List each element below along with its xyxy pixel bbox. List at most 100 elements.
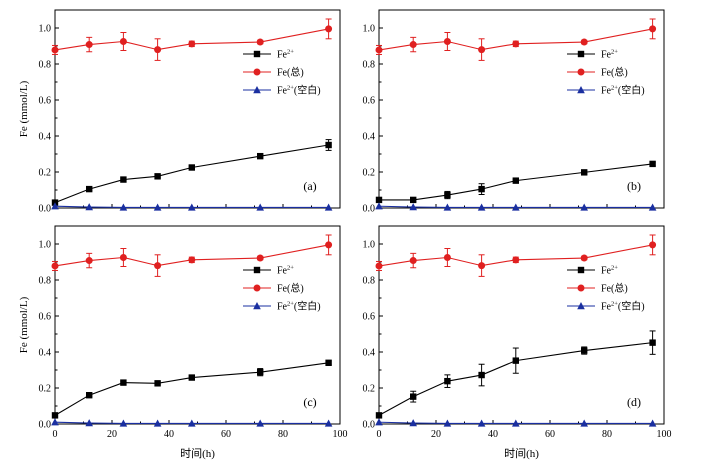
panel-b-data-point-triangle [443,203,452,211]
panel-b-data-point-circle [443,38,451,45]
panel-d-data-point-circle [443,254,451,261]
panel-b-legend-label-0: Fe2+ [601,49,618,61]
panel-c-xtick-label: 80 [278,429,288,440]
panel-a-data-point-square [86,185,93,193]
panel-d-x-axis-title: 时间(h) [504,447,539,460]
panel-b-data-point-circle [409,41,417,49]
panel-a-legend-marker [253,68,261,76]
panel-a-data-point-circle [51,46,59,54]
panel-d-data-point-square [512,357,519,364]
panel-d-xtick-label: 60 [545,429,555,440]
panel-a-data-point-circle [85,41,93,49]
panel-d-xtick-label: 80 [602,429,612,440]
panel-c-panel-label: (c) [303,395,316,409]
panel-a-data-point-circle [256,38,264,46]
panel-c-legend-marker [253,302,261,310]
panel-a-data-point-triangle [51,202,59,210]
panel-b-data-point-triangle [409,203,417,211]
panel-d-xtick-label: 40 [488,429,498,440]
panel-c-data-point-square [154,380,161,387]
panel-d-legend-marker [577,302,585,310]
panel-b-data-point-circle [478,46,486,54]
panel-b-data-point-square [649,160,656,168]
panel-c-data-point-square [51,412,59,419]
panel-d-ytick-label: 0.4 [363,348,376,359]
panel-d-legend-label-0: Fe2+ [601,265,618,277]
panel-a-ytick-label: 1.0 [39,24,52,35]
panel-a-legend-marker [253,50,261,58]
panel-b-data-point-square [512,177,519,184]
panel-b-legend-label-2: Fe2+(空白) [601,84,645,97]
panel-d-data-point-triangle [477,419,486,427]
panel-c-data-point-triangle [324,419,333,427]
panel-d-ytick-label: 0.0 [363,420,376,431]
panel-a-data-point-circle [188,40,196,48]
panel-a-panel-label: (a) [303,179,316,193]
panel-b-data-point-square [375,196,383,204]
panel-b-legend-marker [577,68,585,76]
panel-d-data-point-triangle [512,419,520,427]
panel-b-ytick-label: 0.6 [363,96,376,107]
panel-a-data-point-circle [119,38,127,45]
panel-b-data-point-triangle [580,203,588,211]
panel-a-legend-label-0: Fe2+ [277,49,294,61]
panel-d-data-point-triangle [409,419,417,427]
panel-c-xtick-label: 0 [53,429,58,440]
panel-d-ytick-label: 0.2 [363,384,376,395]
panel-c-legend-marker [253,284,261,292]
panel-c-legend-label-0: Fe2+ [277,265,294,277]
panel-b-data-point-circle [580,38,588,46]
panel-b-data-point-square [581,169,588,176]
panel-b-data-point-square [478,185,485,193]
panel-d-data-point-square [478,371,485,379]
panel-d-data-point-triangle [443,419,452,427]
panel-b-ytick-label: 0.0 [363,204,376,215]
panel-c-data-point-triangle [153,419,162,427]
panel-d-ytick-label: 1.0 [363,240,376,251]
panel-d-data-point-circle [478,262,486,270]
panel-c-data-point-circle [154,262,162,270]
panel-a-data-point-triangle [188,203,196,211]
panel-d-data-point-circle [409,257,417,265]
panel-d-data-point-triangle [648,419,657,427]
panel-c-data-point-square [257,368,264,376]
panel-c-data-point-circle [51,262,59,270]
panel-a-y-axis-title: Fe (mmol/L) [18,80,30,137]
panel-d-data-point-triangle [375,418,383,426]
panel-b-data-point-circle [649,25,657,33]
panel-b-legend-label-1: Fe(总) [601,66,628,79]
panel-c-data-point-triangle [256,419,264,427]
panel-a-series-line-0 [54,144,329,204]
panel-c-data-point-circle [256,254,264,262]
panel-c-data-point-triangle [188,419,196,427]
panel-a-data-point-square [257,152,264,160]
panel-d-panel-label: (d) [627,395,641,409]
panel-c-data-point-circle [119,254,127,261]
panel-d-data-point-square [375,412,383,419]
panel-c-legend-marker [253,266,261,274]
panel-d-ytick-label: 0.8 [363,276,376,287]
panel-c-data-point-circle [188,256,196,264]
panel-a-data-point-triangle [85,203,93,211]
panel-c-data-point-triangle [51,418,59,426]
panel-b-ytick-label: 1.0 [363,24,376,35]
panel-a-data-point-square [120,176,127,183]
panel-c-series-line-0 [54,362,329,416]
panel-b-data-point-circle [375,46,383,54]
panel-b-panel-label: (b) [627,179,641,193]
panel-c-ytick-label: 0.2 [39,384,52,395]
panel-b-data-point-triangle [477,203,486,211]
panel-d-xtick-label: 20 [431,429,441,440]
panel-b-data-point-triangle [648,203,657,211]
panel-c-ytick-label: 0.4 [39,348,52,359]
panel-d-data-point-circle [512,256,520,264]
panel-a-plot-frame [54,9,341,209]
panel-a-data-point-circle [325,25,333,33]
panel-d-legend-marker [577,284,585,292]
panel-c-y-axis-title: Fe (mmol/L) [18,296,30,353]
panel-a-data-point-triangle [256,203,264,211]
panel-c-data-point-square [325,359,332,366]
panel-a-legend-marker [253,86,261,94]
panel-a-data-point-square [325,141,332,149]
panel-b-ytick-label: 0.8 [363,60,376,71]
